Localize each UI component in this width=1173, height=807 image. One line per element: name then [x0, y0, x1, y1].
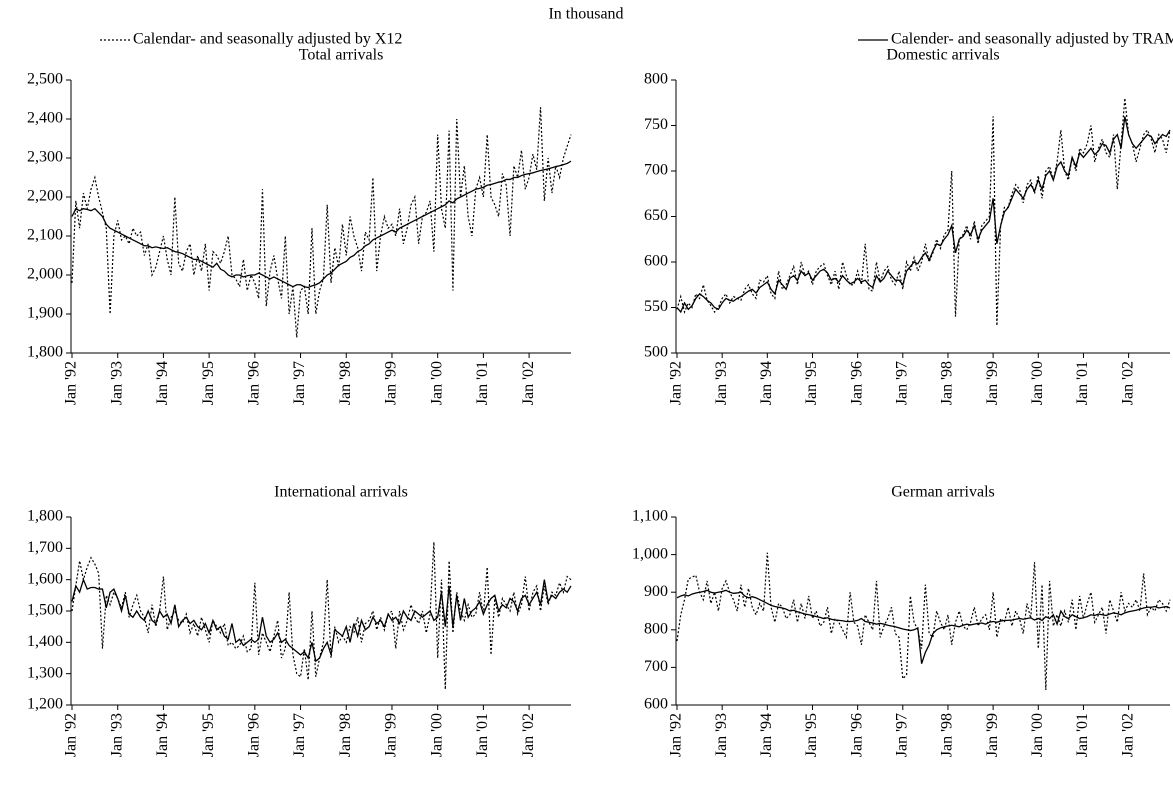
x-tick-label: Jan '95	[200, 361, 217, 405]
y-tick-label: 600	[644, 253, 668, 270]
x-tick-label: Jan '92	[668, 361, 685, 405]
x-tick-label: Jan '00	[1029, 361, 1046, 405]
y-tick-label: 600	[644, 696, 668, 713]
y-tick-label: 900	[644, 583, 668, 600]
y-tick-label: 1,800	[27, 508, 63, 525]
y-tick-label: 550	[644, 298, 668, 315]
y-tick-label: 1,800	[27, 344, 63, 361]
y-tick-label: 700	[644, 658, 668, 675]
x-tick-label: Jan '98	[939, 361, 956, 405]
data-line	[676, 552, 1171, 690]
x-tick-label: Jan '92	[668, 713, 685, 757]
x-tick-label: Jan '00	[428, 361, 445, 405]
x-tick-label: Jan '98	[337, 361, 354, 405]
y-tick-label: 750	[644, 116, 668, 133]
legend-label: Calendar- and seasonally adjusted by X12	[133, 31, 402, 48]
x-tick-label: Jan '97	[291, 713, 308, 757]
y-tick-label: 700	[644, 162, 668, 179]
y-tick-label: 2,300	[27, 149, 63, 166]
y-tick-label: 1,900	[27, 305, 63, 322]
x-tick-label: Jan '01	[1074, 361, 1091, 405]
y-tick-label: 1,700	[27, 539, 63, 556]
x-tick-label: Jan '92	[63, 713, 80, 757]
x-tick-label: Jan '02	[520, 713, 537, 757]
x-tick-label: Jan '97	[893, 713, 910, 757]
x-tick-label: Jan '01	[474, 361, 491, 405]
data-line	[71, 107, 572, 338]
y-tick-label: 1,300	[27, 664, 63, 681]
x-tick-label: Jan '98	[939, 713, 956, 757]
panel-title: Domestic arrivals	[886, 47, 999, 64]
data-line	[676, 116, 1171, 314]
legend-label: Calender- and seasonally adjusted by TRA…	[891, 31, 1173, 48]
x-tick-label: Jan '93	[713, 361, 730, 405]
data-line	[676, 589, 1171, 664]
y-tick-label: 2,500	[27, 71, 63, 88]
x-tick-label: Jan '96	[246, 361, 263, 405]
data-line	[71, 542, 572, 690]
y-tick-label: 2,000	[27, 266, 63, 283]
y-tick-label: 800	[644, 620, 668, 637]
x-tick-label: Jan '98	[337, 713, 354, 757]
x-tick-label: Jan '96	[246, 713, 263, 757]
x-tick-label: Jan '01	[1074, 713, 1091, 757]
y-tick-label: 1,600	[27, 570, 63, 587]
y-tick-label: 1,500	[27, 602, 63, 619]
data-line	[71, 160, 572, 289]
x-tick-label: Jan '97	[893, 361, 910, 405]
y-tick-label: 2,200	[27, 188, 63, 205]
x-tick-label: Jan '99	[984, 361, 1001, 405]
x-tick-label: Jan '93	[108, 713, 125, 757]
x-tick-label: Jan '93	[108, 361, 125, 405]
x-tick-label: Jan '94	[758, 713, 775, 757]
y-tick-label: 500	[644, 344, 668, 361]
x-tick-label: Jan '00	[428, 713, 445, 757]
x-tick-label: Jan '99	[383, 713, 400, 757]
x-tick-label: Jan '96	[848, 713, 865, 757]
y-tick-label: 1,000	[632, 545, 668, 562]
x-tick-label: Jan '93	[713, 713, 730, 757]
x-tick-label: Jan '99	[984, 713, 1001, 757]
y-tick-label: 1,200	[27, 696, 63, 713]
x-tick-label: Jan '94	[154, 713, 171, 757]
x-tick-label: Jan '02	[520, 361, 537, 405]
x-tick-label: Jan '97	[291, 361, 308, 405]
data-line	[71, 577, 572, 663]
x-tick-label: Jan '02	[1119, 361, 1136, 405]
x-tick-label: Jan '00	[1029, 713, 1046, 757]
panel-title: Total arrivals	[299, 47, 384, 64]
x-tick-label: Jan '95	[200, 713, 217, 757]
y-tick-label: 1,400	[27, 633, 63, 650]
y-tick-label: 1,100	[632, 508, 668, 525]
y-tick-label: 2,100	[27, 227, 63, 244]
data-line	[676, 98, 1171, 326]
x-tick-label: Jan '92	[63, 361, 80, 405]
x-tick-label: Jan '95	[803, 361, 820, 405]
x-tick-label: Jan '99	[383, 361, 400, 405]
panel-title: German arrivals	[891, 484, 995, 501]
y-tick-label: 800	[644, 71, 668, 88]
x-tick-label: Jan '94	[758, 361, 775, 405]
x-tick-label: Jan '95	[803, 713, 820, 757]
page-title: In thousand	[548, 6, 623, 23]
x-tick-label: Jan '01	[474, 713, 491, 757]
y-tick-label: 650	[644, 207, 668, 224]
panel-title: International arrivals	[274, 484, 408, 501]
x-tick-label: Jan '96	[848, 361, 865, 405]
y-tick-label: 2,400	[27, 110, 63, 127]
x-tick-label: Jan '94	[154, 361, 171, 405]
x-tick-label: Jan '02	[1119, 713, 1136, 757]
